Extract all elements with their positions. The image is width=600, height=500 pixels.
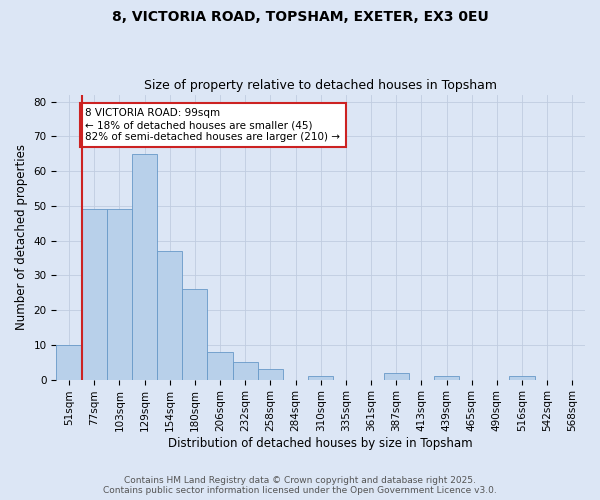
Text: Contains HM Land Registry data © Crown copyright and database right 2025.
Contai: Contains HM Land Registry data © Crown c… [103, 476, 497, 495]
Bar [434, 376, 459, 380]
Bar [82, 210, 107, 380]
Bar [258, 369, 283, 380]
Bar [208, 352, 233, 380]
Bar [509, 376, 535, 380]
Bar [107, 210, 132, 380]
Text: 8, VICTORIA ROAD, TOPSHAM, EXETER, EX3 0EU: 8, VICTORIA ROAD, TOPSHAM, EXETER, EX3 0… [112, 10, 488, 24]
Bar [233, 362, 258, 380]
Bar [56, 345, 82, 380]
Text: 8 VICTORIA ROAD: 99sqm
← 18% of detached houses are smaller (45)
82% of semi-det: 8 VICTORIA ROAD: 99sqm ← 18% of detached… [85, 108, 340, 142]
X-axis label: Distribution of detached houses by size in Topsham: Distribution of detached houses by size … [169, 437, 473, 450]
Title: Size of property relative to detached houses in Topsham: Size of property relative to detached ho… [144, 79, 497, 92]
Bar [308, 376, 333, 380]
Bar [383, 372, 409, 380]
Y-axis label: Number of detached properties: Number of detached properties [15, 144, 28, 330]
Bar [132, 154, 157, 380]
Bar [182, 289, 208, 380]
Bar [157, 251, 182, 380]
